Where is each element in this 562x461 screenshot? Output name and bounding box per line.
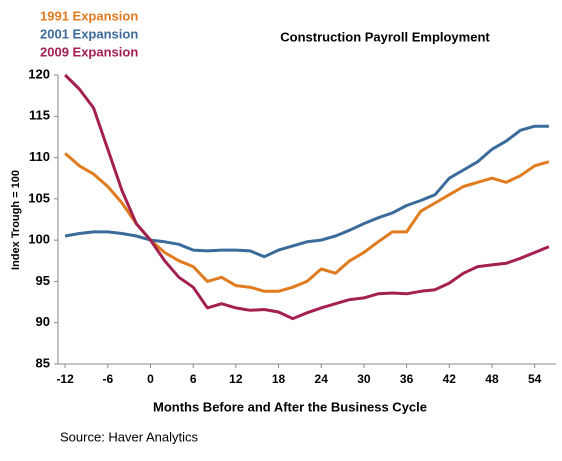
x-tick-label: -12 <box>56 372 74 386</box>
legend-entry: 2001 Expansion <box>40 26 138 41</box>
source: Source: Haver Analytics <box>60 429 199 444</box>
legend-entry: 2009 Expansion <box>40 44 138 59</box>
x-tick-label: 30 <box>357 372 371 386</box>
series-line <box>64 152 550 293</box>
x-tick-label: 42 <box>443 372 457 386</box>
x-tick-label: 12 <box>229 372 243 386</box>
y-tick-label: 110 <box>29 149 50 164</box>
y-tick-label: 95 <box>36 273 50 288</box>
x-tick-label: 36 <box>400 372 414 386</box>
x-tick-label: 0 <box>147 372 154 386</box>
series-line <box>64 124 549 259</box>
y-axis-label: Index Trough = 100 <box>10 170 22 270</box>
legend-entry: 1991 Expansion <box>40 8 138 23</box>
chart-title: Construction Payroll Employment <box>280 29 490 44</box>
x-tick-label: -6 <box>102 372 113 386</box>
x-tick-label: 18 <box>272 372 286 386</box>
y-tick-label: 85 <box>36 355 50 370</box>
y-tick-label: 90 <box>36 314 50 329</box>
y-tick-label: 115 <box>29 108 50 123</box>
y-tick-label: 100 <box>28 232 50 247</box>
series-line <box>64 73 550 321</box>
x-tick-label: 54 <box>528 372 542 386</box>
x-tick-label: 24 <box>315 372 329 386</box>
y-tick-label: 120 <box>28 66 50 81</box>
x-tick-label: 6 <box>190 372 197 386</box>
x-axis-label: Months Before and After the Business Cyc… <box>153 399 427 414</box>
x-tick-label: 48 <box>485 372 499 386</box>
y-tick-label: 105 <box>28 190 50 205</box>
